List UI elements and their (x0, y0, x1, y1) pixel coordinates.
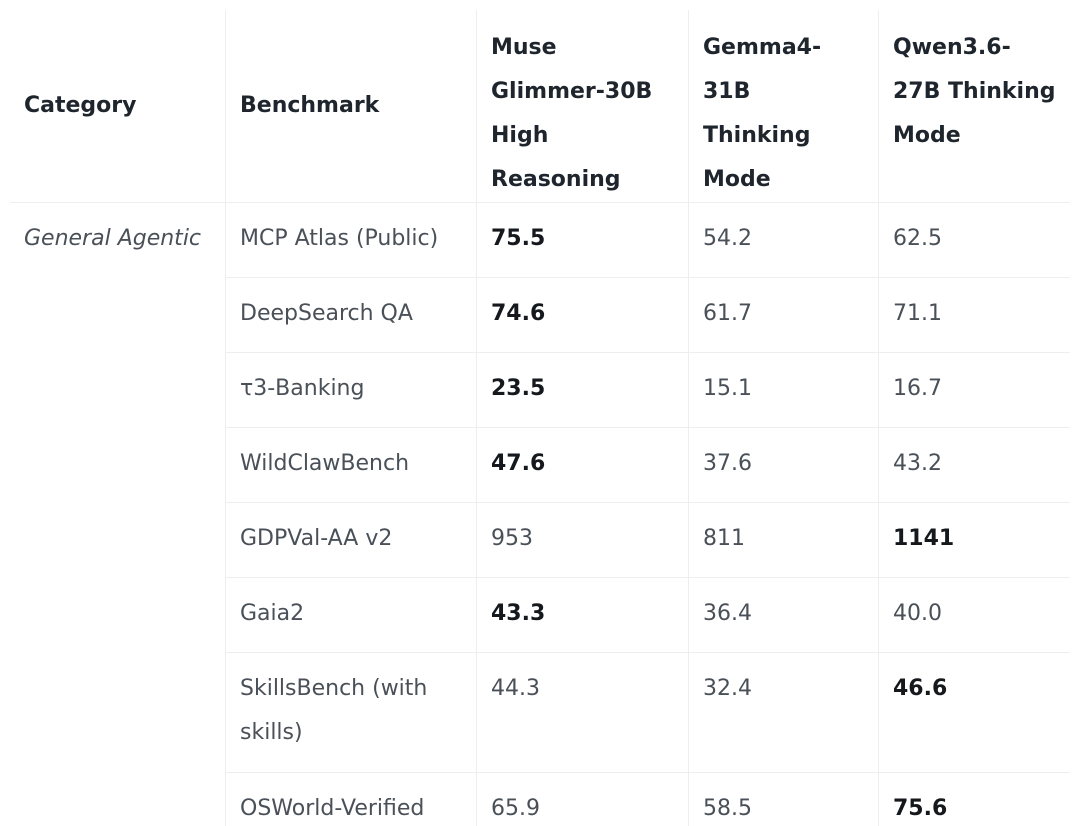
table-header-row: Category Benchmark Muse Glimmer-30B High… (10, 10, 1070, 203)
header-gemma4: Gemma4-31B Thinking Mode (689, 10, 879, 203)
cell-category (10, 773, 226, 826)
cell-qwen3-score: 46.6 (879, 653, 1070, 773)
cell-gemma4-score: 32.4 (689, 653, 879, 773)
table-row: OSWorld-Verified 65.9 58.5 75.6 (10, 773, 1070, 826)
cell-muse-glimmer-score: 47.6 (477, 428, 689, 503)
cell-muse-glimmer-score: 65.9 (477, 773, 689, 826)
table-row: SkillsBench (with skills) 44.3 32.4 46.6 (10, 653, 1070, 773)
cell-gemma4-score: 15.1 (689, 353, 879, 428)
table-row: τ3-Banking 23.5 15.1 16.7 (10, 353, 1070, 428)
cell-qwen3-score: 75.6 (879, 773, 1070, 826)
cell-gemma4-score: 54.2 (689, 203, 879, 278)
cell-category (10, 428, 226, 503)
header-qwen3: Qwen3.6-27B Thinking Mode (879, 10, 1070, 203)
cell-gemma4-score: 811 (689, 503, 879, 578)
cell-benchmark: MCP Atlas (Public) (226, 203, 477, 278)
table-row: General Agentic MCP Atlas (Public) 75.5 54.… (10, 203, 1070, 278)
cell-benchmark: OSWorld-Verified (226, 773, 477, 826)
benchmark-table: Category Benchmark Muse Glimmer-30B High… (10, 10, 1070, 826)
cell-qwen3-score: 16.7 (879, 353, 1070, 428)
cell-qwen3-score: 62.5 (879, 203, 1070, 278)
cell-benchmark: WildClawBench (226, 428, 477, 503)
cell-gemma4-score: 37.6 (689, 428, 879, 503)
cell-muse-glimmer-score: 23.5 (477, 353, 689, 428)
cell-qwen3-score: 43.2 (879, 428, 1070, 503)
table-row: GDPVal-AA v2 953 811 1141 (10, 503, 1070, 578)
cell-muse-glimmer-score: 953 (477, 503, 689, 578)
cell-benchmark: τ3-Banking (226, 353, 477, 428)
cell-benchmark: GDPVal-AA v2 (226, 503, 477, 578)
cell-gemma4-score: 36.4 (689, 578, 879, 653)
cell-muse-glimmer-score: 43.3 (477, 578, 689, 653)
cell-qwen3-score: 40.0 (879, 578, 1070, 653)
cell-qwen3-score: 1141 (879, 503, 1070, 578)
cell-benchmark: SkillsBench (with skills) (226, 653, 477, 773)
cell-muse-glimmer-score: 75.5 (477, 203, 689, 278)
cell-category (10, 278, 226, 353)
table-row: WildClawBench 47.6 37.6 43.2 (10, 428, 1070, 503)
header-category: Category (10, 10, 226, 203)
cell-category (10, 578, 226, 653)
cell-benchmark: Gaia2 (226, 578, 477, 653)
table-row: DeepSearch QA 74.6 61.7 71.1 (10, 278, 1070, 353)
cell-category (10, 503, 226, 578)
cell-gemma4-score: 61.7 (689, 278, 879, 353)
cell-category (10, 353, 226, 428)
cell-muse-glimmer-score: 74.6 (477, 278, 689, 353)
benchmark-table-container: Category Benchmark Muse Glimmer-30B High… (10, 10, 1070, 826)
cell-gemma4-score: 58.5 (689, 773, 879, 826)
header-muse-glimmer: Muse Glimmer-30B High Reasoning (477, 10, 689, 203)
cell-qwen3-score: 71.1 (879, 278, 1070, 353)
cell-benchmark: DeepSearch QA (226, 278, 477, 353)
cell-muse-glimmer-score: 44.3 (477, 653, 689, 773)
header-benchmark: Benchmark (226, 10, 477, 203)
cell-category (10, 653, 226, 773)
cell-category: General Agentic (10, 203, 226, 278)
table-row: Gaia2 43.3 36.4 40.0 (10, 578, 1070, 653)
